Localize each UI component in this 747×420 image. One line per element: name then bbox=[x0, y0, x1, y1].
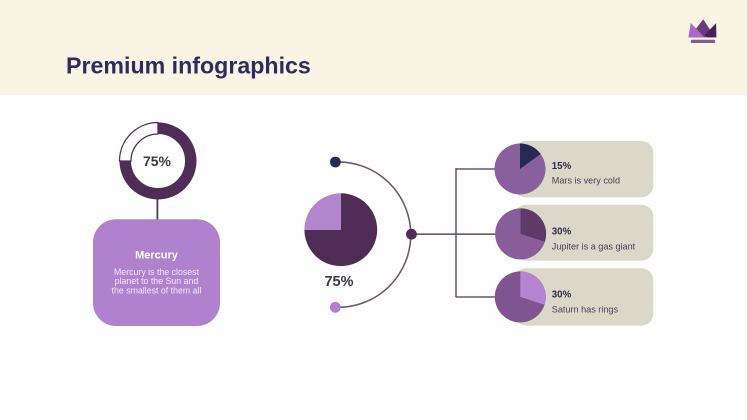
svg-text:Mercury: Mercury bbox=[135, 250, 179, 262]
svg-text:planet to the Sun and: planet to the Sun and bbox=[115, 276, 199, 286]
svg-text:Mars is very cold: Mars is very cold bbox=[552, 176, 620, 186]
svg-text:30%: 30% bbox=[552, 227, 572, 238]
svg-text:75%: 75% bbox=[143, 153, 172, 169]
svg-text:75%: 75% bbox=[324, 274, 353, 290]
svg-text:15%: 15% bbox=[552, 161, 572, 172]
svg-text:the smallest of them all: the smallest of them all bbox=[112, 285, 202, 295]
svg-text:30%: 30% bbox=[552, 290, 572, 301]
svg-text:Jupiter is a gas giant: Jupiter is a gas giant bbox=[552, 241, 636, 251]
svg-text:Mercury is the closest: Mercury is the closest bbox=[114, 267, 200, 277]
svg-text:Premium infographics: Premium infographics bbox=[66, 52, 311, 78]
svg-text:Saturn has rings: Saturn has rings bbox=[552, 304, 619, 314]
